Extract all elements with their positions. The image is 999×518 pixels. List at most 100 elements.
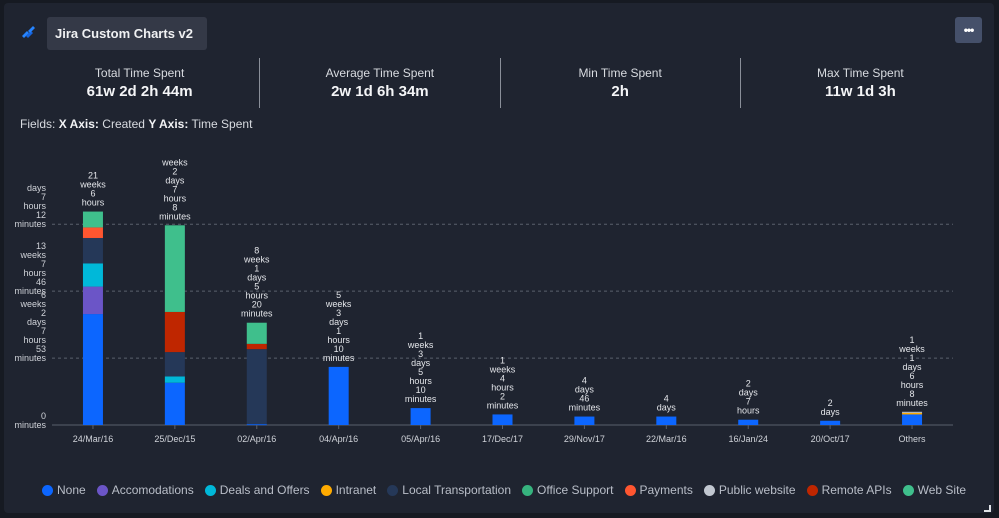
bar-total-label: 4 [664,394,669,404]
y-tick-label: 7 [41,192,46,202]
bar-total-label: 3 [418,349,423,359]
bar-total-label: minutes [896,398,928,408]
bar-total-label: 8 [910,389,915,399]
bar-segment[interactable] [574,416,595,425]
bar-total-label: 5 [336,290,341,300]
bar-total-label: hours [491,382,514,392]
stat-label: Average Time Spent [325,66,435,80]
bar-total-label: 20 [252,300,262,310]
legend-label: Local Transportation [402,483,511,497]
stacked-bar-chart: 0minutes6weeks2days7hours53minutes13week… [14,157,953,444]
x-tick-label: Others [899,434,927,444]
bar-total-label: 1 [418,331,423,341]
x-tick-label: 17/Dec/17 [482,434,523,444]
bar-total-label: 6 [910,371,915,381]
x-tick-label: 02/Apr/16 [237,434,276,444]
bar-total-label: hours [82,198,105,208]
bar-segment[interactable] [820,420,841,425]
bar-segment[interactable] [492,414,513,425]
bar-segment[interactable] [164,382,185,425]
bar-total-label: minutes [323,353,355,363]
bar-total-label: days [411,358,431,368]
bar-total-label: 7 [172,184,177,194]
bar-total-label: 1 [254,264,259,274]
bar-segment[interactable] [82,227,103,238]
bar-total-label: 4 [500,373,505,383]
bar-total-label: minutes [487,400,519,410]
legend-item[interactable]: Payments [624,483,693,497]
bar-total-label: weeks [898,344,925,354]
legend-item[interactable]: Remote APIs [806,483,892,497]
bar-segment[interactable] [246,424,267,426]
bar-total-label: hours [901,380,924,390]
stat-max: Max Time Spent 11w 1d 3h [741,58,980,108]
bar-total-label: 2 [746,379,751,389]
bar-segment[interactable] [656,416,677,425]
legend-item[interactable]: Intranet [320,483,376,497]
bar-total-label: weeks [489,364,516,374]
bar-segment[interactable] [410,408,431,425]
fields-prefix: Fields: [20,117,56,131]
bar-total-label: hours [409,376,432,386]
bar-segment[interactable] [164,376,185,383]
bar-segment[interactable] [164,311,185,353]
legend-dot-icon [42,484,53,496]
y-tick-label: 7 [41,259,46,269]
y-tick-label: 46 [36,277,46,287]
legend-item[interactable]: Local Transportation [387,483,511,497]
bar-segment[interactable] [328,366,349,425]
bar-segment[interactable] [902,411,923,413]
bar-segment[interactable] [82,286,103,315]
y-tick-label: weeks [19,250,46,260]
resize-handle-icon[interactable] [984,505,991,512]
legend-item[interactable]: Office Support [522,483,614,497]
legend-item[interactable]: None [42,483,86,497]
bar-total-label: hours [327,335,350,345]
bar-segment[interactable] [902,412,923,415]
bar-total-label: 5 [254,282,259,292]
bar-total-label: days [657,403,677,413]
bar-total-label: hours [164,193,187,203]
bar-segment[interactable] [738,419,759,425]
bar-total-label: 8 [254,246,259,256]
legend-label: None [57,483,86,497]
legend-item[interactable]: Accomodations [96,483,194,497]
x-tick-label: 24/Mar/16 [73,434,114,444]
bar-segment[interactable] [82,211,103,228]
bar-segment[interactable] [246,322,267,344]
bar-segment[interactable] [82,237,103,264]
bar-segment[interactable] [82,314,103,425]
legend-item[interactable]: Public website [703,483,796,497]
y-tick-label: 13 [36,241,46,251]
bar-segment[interactable] [82,263,103,287]
y-tick-label: 0 [41,411,46,421]
bar-segment[interactable] [902,414,923,425]
legend-label: Payments [639,483,693,497]
summary-stats: Total Time Spent 61w 2d 2h 44m Average T… [20,58,980,108]
bar-segment[interactable] [164,225,185,312]
bar-total-label: 46 [579,394,589,404]
chart-legend: None Accomodations Deals and Offers Intrane… [42,483,966,497]
bar-total-label: weeks [243,255,270,265]
bar-segment[interactable] [246,349,267,425]
bar-total-label: minutes [241,309,273,319]
more-options-button[interactable]: ••• [955,17,982,43]
bar-total-label: 1 [910,335,915,345]
bar-total-label: hours [246,291,269,301]
bar-total-label: 2 [172,166,177,176]
bar-segment[interactable] [246,343,267,350]
stat-label: Total Time Spent [94,66,185,80]
stat-value: 2h [611,83,629,100]
bar-total-label: 5 [418,367,423,377]
legend-item[interactable]: Deals and Offers [204,483,310,497]
bar-segment[interactable] [164,352,185,377]
stat-total: Total Time Spent 61w 2d 2h 44m [20,58,261,108]
legend-dot-icon [806,484,818,496]
bar-total-label: days [247,273,267,283]
bar-total-label: minutes [159,211,191,221]
legend-item[interactable]: Web Site [902,483,966,497]
bar-total-label: 10 [416,385,426,395]
y-tick-label: days [27,183,47,193]
legend-label: Accomodations [111,483,194,497]
x-axis-label: X Axis: [58,117,99,131]
